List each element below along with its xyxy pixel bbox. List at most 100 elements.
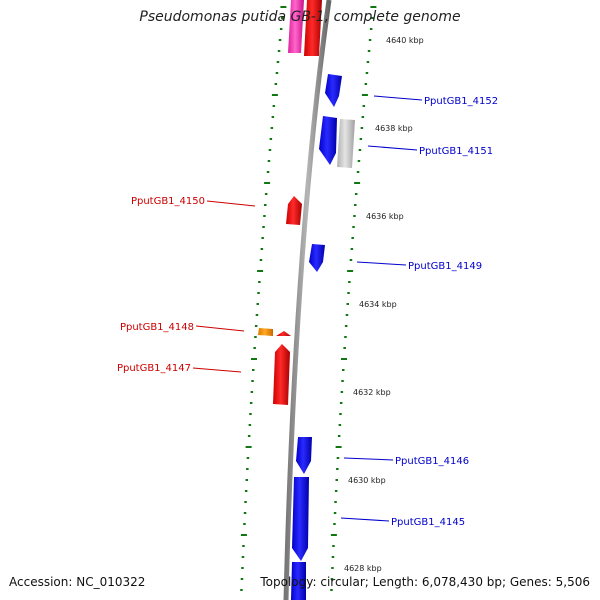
outer-tick-40 xyxy=(335,446,342,448)
scale-label-4630: 4630 kbp xyxy=(348,476,386,485)
inner-tick-40 xyxy=(245,446,252,448)
inner-tick-33 xyxy=(252,369,255,371)
outer-tick-24 xyxy=(347,270,354,272)
scale-label-4634: 4634 kbp xyxy=(359,300,397,309)
outer-tick-1 xyxy=(371,17,374,19)
outer-tick-48 xyxy=(330,534,337,536)
outer-tick-8 xyxy=(361,94,368,96)
inner-tick-34 xyxy=(251,380,254,382)
inner-tick-36 xyxy=(249,402,253,404)
inner-tick-21 xyxy=(261,237,264,239)
outer-tick-34 xyxy=(341,380,344,382)
inner-tick-30 xyxy=(254,336,257,338)
outer-tick-42 xyxy=(336,468,339,470)
outer-tick-26 xyxy=(347,292,350,294)
outer-tick-31 xyxy=(343,347,346,349)
outer-tick-4 xyxy=(367,50,371,52)
gene-pputgb1-4148 xyxy=(276,331,291,336)
inner-tick-53 xyxy=(240,589,243,591)
outer-tick-27 xyxy=(346,303,349,305)
inner-tick-38 xyxy=(248,424,252,426)
outer-tick-43 xyxy=(335,479,338,481)
inner-tick-50 xyxy=(241,556,245,558)
inner-tick-43 xyxy=(245,479,248,481)
gene-labels: PputGB1_4152 PputGB1_4151 PputGB1_4149 P… xyxy=(117,96,498,528)
gene-grey-pseudo xyxy=(337,119,355,168)
callout-line-4147 xyxy=(192,367,242,373)
outer-tick-35 xyxy=(340,391,344,393)
inner-tick-2 xyxy=(279,28,283,30)
inner-tick-48 xyxy=(240,534,247,536)
inner-tick-6 xyxy=(275,72,279,74)
inner-tick-13 xyxy=(268,149,272,151)
gene-reverse-red-top xyxy=(304,0,322,56)
outer-tick-46 xyxy=(333,512,337,514)
inner-tick-marks xyxy=(240,6,287,591)
outer-tick-16 xyxy=(354,182,361,184)
callout-line-4149 xyxy=(356,261,407,266)
outer-tick-47 xyxy=(333,523,336,525)
callout-line-4145 xyxy=(340,517,390,522)
gene-pputgb1-4150 xyxy=(286,196,302,225)
outer-tick-21 xyxy=(351,237,354,239)
outer-tick-22 xyxy=(350,248,354,250)
inner-tick-20 xyxy=(262,226,265,228)
gene-pputgb1-4152 xyxy=(325,74,342,107)
outer-tick-20 xyxy=(352,226,355,228)
inner-tick-12 xyxy=(269,138,273,140)
accession-text: Accession: NC_010322 xyxy=(9,575,146,589)
gene-label-4151: PputGB1_4151 xyxy=(419,146,493,157)
outer-tick-29 xyxy=(344,325,348,327)
outer-tick-11 xyxy=(360,127,364,129)
outer-tick-23 xyxy=(349,259,353,261)
outer-tick-10 xyxy=(361,116,365,118)
outer-tick-38 xyxy=(338,424,342,426)
outer-tick-2 xyxy=(369,28,373,30)
outer-tick-9 xyxy=(362,105,366,107)
outer-tick-36 xyxy=(339,402,343,404)
inner-tick-45 xyxy=(244,501,247,503)
scale-label-4632: 4632 kbp xyxy=(353,388,391,397)
callout-lines xyxy=(192,95,423,522)
outer-tick-51 xyxy=(331,567,334,569)
inner-tick-28 xyxy=(255,314,259,316)
callout-line-4151 xyxy=(367,145,418,151)
inner-tick-47 xyxy=(243,523,246,525)
inner-tick-14 xyxy=(267,160,271,162)
inner-tick-25 xyxy=(258,281,261,283)
outer-tick-13 xyxy=(358,149,362,151)
gene-label-4152: PputGB1_4152 xyxy=(424,96,498,107)
inner-tick-18 xyxy=(264,204,267,206)
gene-reverse-pink-top xyxy=(288,0,304,53)
outer-tick-39 xyxy=(337,435,341,437)
inner-tick-9 xyxy=(272,105,276,107)
inner-tick-41 xyxy=(246,457,250,459)
inner-tick-37 xyxy=(249,413,252,415)
gene-pputgb1-4146 xyxy=(296,437,312,474)
inner-tick-3 xyxy=(278,39,282,41)
inner-tick-7 xyxy=(274,83,278,85)
scale-label-4636: 4636 kbp xyxy=(366,212,404,221)
outer-tick-49 xyxy=(332,545,335,547)
outer-tick-53 xyxy=(330,589,333,591)
gene-pputgb1-4149 xyxy=(309,244,325,272)
inner-tick-27 xyxy=(256,303,259,305)
scale-label-4628: 4628 kbp xyxy=(344,564,382,573)
outer-tick-15 xyxy=(356,171,360,173)
inner-tick-19 xyxy=(263,215,266,217)
outer-tick-44 xyxy=(334,490,338,492)
inner-tick-8 xyxy=(271,94,278,96)
inner-tick-26 xyxy=(257,292,260,294)
outer-tick-18 xyxy=(354,204,357,206)
scale-label-4640: 4640 kbp xyxy=(386,36,424,45)
gene-label-4145: PputGB1_4145 xyxy=(391,517,465,528)
outer-tick-0 xyxy=(370,6,377,8)
outer-tick-33 xyxy=(342,369,345,371)
outer-tick-25 xyxy=(348,281,351,283)
inner-tick-51 xyxy=(241,567,244,569)
inner-tick-31 xyxy=(253,347,256,349)
inner-tick-4 xyxy=(277,50,281,52)
inner-tick-32 xyxy=(251,358,257,360)
inner-tick-22 xyxy=(260,248,264,250)
gene-label-4146: PputGB1_4146 xyxy=(395,456,469,467)
